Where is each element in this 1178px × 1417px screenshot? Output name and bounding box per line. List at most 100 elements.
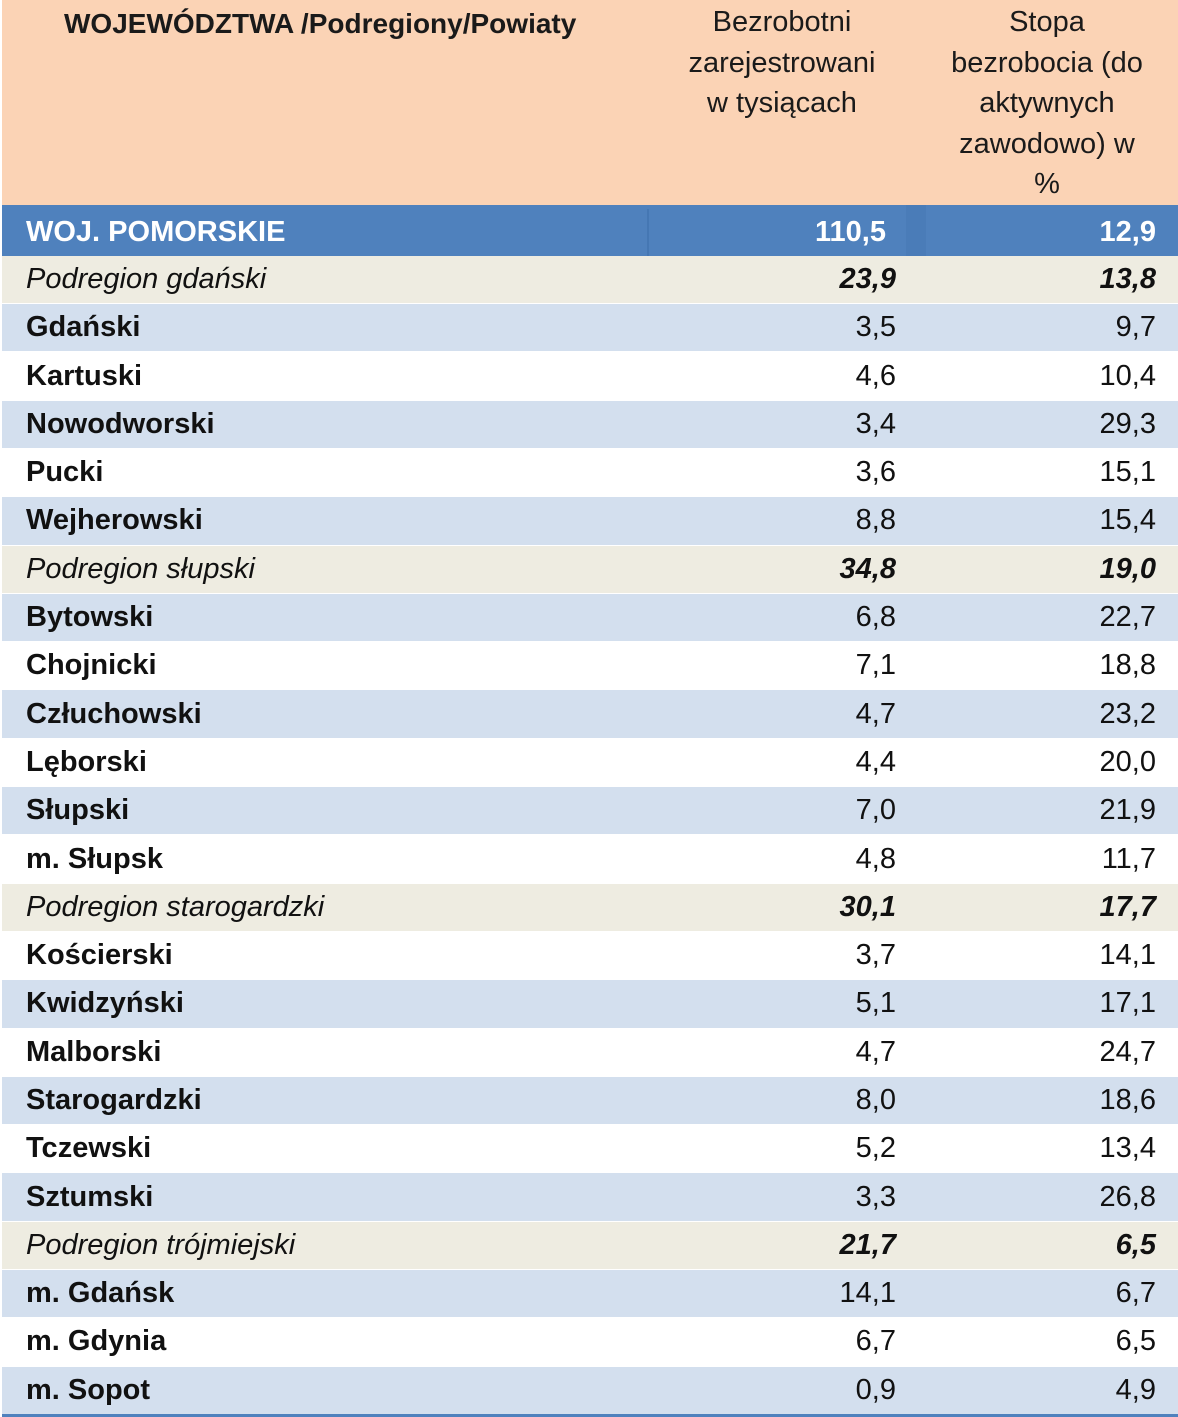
row-name-cell: Kościerski	[2, 931, 648, 981]
row-name-cell: m. Sopot	[2, 1366, 648, 1417]
row-unemployed-cell: 4,7	[648, 689, 916, 739]
row-name-cell: Malborski	[2, 1028, 648, 1077]
row-rate-cell: 6,5	[916, 1221, 1178, 1271]
table-row: Nowodworski 3,4 29,3	[2, 400, 1178, 449]
row-rate-cell: 29,3	[916, 400, 1178, 449]
table-row: Człuchowski 4,7 23,2	[2, 689, 1178, 739]
row-rate-cell: 12,9	[916, 206, 1178, 256]
table-row: m. Gdynia 6,7 6,5	[2, 1317, 1178, 1367]
row-rate-cell: 6,5	[916, 1317, 1178, 1367]
table-row: Lęborski 4,4 20,0	[2, 738, 1178, 788]
row-unemployed-cell: 3,3	[648, 1172, 916, 1222]
row-rate-cell: 21,9	[916, 786, 1178, 836]
row-name-cell: Starogardzki	[2, 1076, 648, 1126]
row-name-cell: m. Gdynia	[2, 1317, 648, 1367]
row-name-cell: Podregion starogardzki	[2, 883, 648, 932]
row-name-cell: Tczewski	[2, 1124, 648, 1174]
row-rate-cell: 24,7	[916, 1028, 1178, 1077]
table-row: Chojnicki 7,1 18,8	[2, 641, 1178, 691]
row-unemployed-cell: 23,9	[648, 255, 916, 305]
table-body: WOJ. POMORSKIE 110,5 12,9 Podregion gdański…	[2, 206, 1178, 1417]
row-rate-cell: 20,0	[916, 738, 1178, 788]
row-name-cell: Lęborski	[2, 738, 648, 788]
row-unemployed-cell: 5,1	[648, 979, 916, 1029]
table-header: WOJEWÓDZTWA /Podregiony/Powiaty Bezrobot…	[2, 0, 1178, 207]
header-unemployed-text: Bezrobotni zarejestrowani w tysiącach	[688, 6, 876, 119]
row-unemployed-cell: 7,1	[648, 641, 916, 691]
row-unemployed-cell: 6,8	[648, 593, 916, 643]
table-row: m. Sopot 0,9 4,9	[2, 1366, 1178, 1417]
row-rate-cell: 4,9	[916, 1366, 1178, 1417]
table-row: m. Słupsk 4,8 11,7	[2, 834, 1178, 884]
row-rate-cell: 17,7	[916, 883, 1178, 932]
row-rate-cell: 10,4	[916, 351, 1178, 401]
row-name-cell: Słupski	[2, 786, 648, 836]
table-row: Kościerski 3,7 14,1	[2, 931, 1178, 981]
row-unemployed-cell: 3,6	[648, 448, 916, 498]
table-row: Tczewski 5,2 13,4	[2, 1124, 1178, 1174]
row-rate-cell: 6,7	[916, 1269, 1178, 1319]
row-name-cell: Bytowski	[2, 593, 648, 643]
row-name-cell: Podregion gdański	[2, 255, 648, 305]
row-rate-cell: 23,2	[916, 689, 1178, 739]
subregion-row: Podregion trójmiejski 21,7 6,5	[2, 1221, 1178, 1271]
table-row: m. Gdańsk 14,1 6,7	[2, 1269, 1178, 1319]
row-name-cell: Wejherowski	[2, 496, 648, 546]
row-unemployed-cell: 4,6	[648, 351, 916, 401]
table-row: Malborski 4,7 24,7	[2, 1028, 1178, 1077]
subregion-row: Podregion starogardzki 30,1 17,7	[2, 883, 1178, 932]
row-rate-cell: 14,1	[916, 931, 1178, 981]
header-row: WOJEWÓDZTWA /Podregiony/Powiaty Bezrobot…	[2, 0, 1178, 207]
table-row: Starogardzki 8,0 18,6	[2, 1076, 1178, 1126]
table-row: Bytowski 6,8 22,7	[2, 593, 1178, 643]
row-rate-cell: 26,8	[916, 1172, 1178, 1222]
subregion-row: Podregion słupski 34,8 19,0	[2, 545, 1178, 594]
row-rate-cell: 22,7	[916, 593, 1178, 643]
row-rate-cell: 15,1	[916, 448, 1178, 498]
table-row: Wejherowski 8,8 15,4	[2, 496, 1178, 546]
row-name-cell: Człuchowski	[2, 689, 648, 739]
row-unemployed-cell: 3,7	[648, 931, 916, 981]
header-rate-text: Stopa bezrobocia (do aktywnych zawodowo)…	[951, 6, 1143, 200]
row-unemployed-cell: 3,5	[648, 303, 916, 353]
row-name-cell: Sztumski	[2, 1172, 648, 1222]
table-row: Pucki 3,6 15,1	[2, 448, 1178, 498]
row-rate-cell: 18,6	[916, 1076, 1178, 1126]
row-unemployed-cell: 4,7	[648, 1028, 916, 1077]
row-name-cell: Nowodworski	[2, 400, 648, 449]
row-unemployed-cell: 8,8	[648, 496, 916, 546]
row-unemployed-cell: 21,7	[648, 1221, 916, 1271]
subregion-row: Podregion gdański 23,9 13,8	[2, 255, 1178, 305]
row-name-cell: Chojnicki	[2, 641, 648, 691]
row-name-cell: Kartuski	[2, 351, 648, 401]
row-rate-cell: 11,7	[916, 834, 1178, 884]
total-row: WOJ. POMORSKIE 110,5 12,9	[2, 206, 1178, 256]
row-name-cell: m. Gdańsk	[2, 1269, 648, 1319]
row-unemployed-cell: 0,9	[648, 1366, 916, 1417]
row-rate-cell: 9,7	[916, 303, 1178, 353]
row-name-cell: Kwidzyński	[2, 979, 648, 1029]
table-row: Sztumski 3,3 26,8	[2, 1172, 1178, 1222]
table-row: Słupski 7,0 21,9	[2, 786, 1178, 836]
row-unemployed-cell: 34,8	[648, 545, 916, 594]
header-name: WOJEWÓDZTWA /Podregiony/Powiaty	[2, 0, 648, 207]
row-unemployed-cell: 4,8	[648, 834, 916, 884]
row-name-cell: Podregion trójmiejski	[2, 1221, 648, 1271]
table-row: Kartuski 4,6 10,4	[2, 351, 1178, 401]
row-rate-cell: 13,4	[916, 1124, 1178, 1174]
table-row: Kwidzyński 5,1 17,1	[2, 979, 1178, 1029]
row-name-cell: Podregion słupski	[2, 545, 648, 594]
row-unemployed-cell: 4,4	[648, 738, 916, 788]
row-unemployed-cell: 8,0	[648, 1076, 916, 1126]
row-unemployed-cell: 5,2	[648, 1124, 916, 1174]
row-unemployed-cell: 14,1	[648, 1269, 916, 1319]
row-name-cell: m. Słupsk	[2, 834, 648, 884]
row-unemployed-cell: 3,4	[648, 400, 916, 449]
row-rate-cell: 13,8	[916, 255, 1178, 305]
row-name-cell: Pucki	[2, 448, 648, 498]
row-rate-cell: 15,4	[916, 496, 1178, 546]
header-unemployed: Bezrobotni zarejestrowani w tysiącach	[648, 0, 916, 207]
row-rate-cell: 18,8	[916, 641, 1178, 691]
row-name-cell: WOJ. POMORSKIE	[2, 206, 649, 256]
